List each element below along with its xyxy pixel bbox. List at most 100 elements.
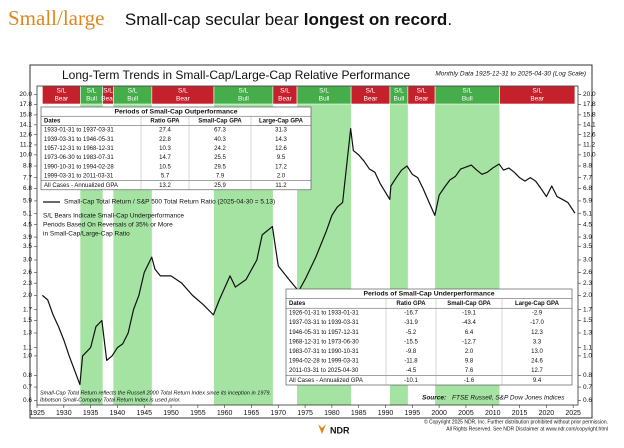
regime-label: Bull bbox=[462, 96, 473, 103]
table-cell: -19.1 bbox=[462, 311, 476, 317]
table-cell: 1994-02-28 to 1999-03-31 bbox=[289, 359, 359, 365]
table-cell: 1933-01-31 to 1937-03-31 bbox=[44, 128, 114, 134]
headline-end: . bbox=[447, 10, 453, 29]
x-tick-label: 1945 bbox=[136, 410, 152, 417]
table-cell: 1937-03-31 to 1939-03-31 bbox=[289, 320, 359, 326]
y-tick-label: 1.3 bbox=[583, 330, 592, 337]
x-tick-label: 1970 bbox=[270, 410, 286, 417]
table: Periods of Small-Cap Outperformance Dates… bbox=[40, 106, 312, 191]
regime-label: Bull bbox=[238, 96, 249, 103]
x-tick-label: 1925 bbox=[29, 410, 45, 417]
table-cell: 7.6 bbox=[465, 368, 474, 374]
copyright: © Copyright 2025 NDR, Inc. Further distr… bbox=[424, 418, 608, 425]
table-cell: 1983-07-31 to 1990-10-31 bbox=[289, 349, 359, 355]
table-cell: 31.3 bbox=[275, 128, 287, 134]
table-cell: -5.2 bbox=[406, 330, 417, 336]
regime-label: Bull bbox=[393, 96, 404, 103]
table-title: Periods of Small-Cap Underperformance bbox=[363, 291, 494, 298]
table-cell: 22.8 bbox=[159, 137, 171, 143]
table-header: Dates bbox=[44, 118, 61, 124]
table-cell: -10.1 bbox=[404, 378, 418, 384]
y-tick-label: 17.8 bbox=[19, 101, 32, 108]
y-tick-label: 1.5 bbox=[23, 317, 32, 324]
table-header: Large-Cap GPA bbox=[259, 118, 304, 124]
y-tick-label: 3.0 bbox=[23, 257, 32, 264]
x-tick-label: 2015 bbox=[512, 410, 528, 417]
x-tick-label: 2010 bbox=[485, 410, 501, 417]
regime-label: S/L bbox=[319, 88, 329, 95]
y-tick-label: 5.1 bbox=[583, 210, 592, 217]
x-tick-label: 2020 bbox=[539, 410, 555, 417]
table-cell: 14.3 bbox=[275, 137, 287, 143]
y-tick-label: 15.8 bbox=[583, 112, 596, 119]
table-cell: 3.3 bbox=[533, 339, 542, 345]
y-tick-label: 2.6 bbox=[583, 269, 592, 276]
footer: NDR © Copyright 2025 NDR, Inc. Further d… bbox=[318, 418, 608, 435]
table-cell: 1939-03-31 to 1946-05-31 bbox=[44, 137, 114, 143]
y-tick-label: 0.7 bbox=[583, 384, 592, 391]
table-cell: 5.7 bbox=[161, 174, 170, 180]
regime-label: S/L bbox=[87, 88, 97, 95]
table-cell: 24.2 bbox=[214, 146, 226, 152]
y-tick-label: 0.8 bbox=[23, 372, 32, 379]
table-cell: All Cases - Annualized GPA bbox=[44, 183, 118, 189]
table-cell: -4.5 bbox=[406, 368, 417, 374]
table-cell: -11.8 bbox=[404, 359, 418, 365]
table-cell: 13.2 bbox=[159, 183, 171, 189]
regime-label: S/L bbox=[178, 88, 188, 95]
table-bg bbox=[285, 288, 573, 386]
regime-label: S/L bbox=[417, 88, 427, 95]
y-tick-label: 17.8 bbox=[583, 101, 596, 108]
regime-label: S/L bbox=[280, 88, 290, 95]
copyright: All Rights Reserved. See NDR Disclaimer … bbox=[446, 426, 608, 432]
y-tick-label: 0.8 bbox=[583, 372, 592, 379]
y-tick-label: 7.7 bbox=[23, 174, 32, 181]
x-tick-label: 1930 bbox=[56, 410, 72, 417]
table-cell: 25.5 bbox=[214, 155, 226, 161]
x-tick-label: 1975 bbox=[297, 410, 313, 417]
table-cell: -43.4 bbox=[462, 320, 476, 326]
regime-label: S/L bbox=[103, 88, 113, 95]
table-cell: 2011-03-31 to 2025-04-30 bbox=[289, 368, 359, 374]
table-cell: 40.3 bbox=[214, 137, 226, 143]
table-cell: 1968-12-31 to 1973-06-30 bbox=[289, 339, 359, 345]
table-header: Large-Cap GPA bbox=[515, 301, 560, 307]
y-tick-label: 0.6 bbox=[23, 397, 32, 404]
brand: Small/large bbox=[8, 6, 105, 30]
regime-label: S/L bbox=[128, 88, 138, 95]
table-cell: -17.0 bbox=[530, 320, 544, 326]
table-cell: 1957-12-31 to 1968-12-31 bbox=[44, 146, 114, 152]
table-header: Small-Cap GPA bbox=[447, 301, 491, 307]
table-cell: 2.0 bbox=[465, 349, 474, 355]
y-tick-label: 2.0 bbox=[583, 292, 592, 299]
x-tick-label: 1985 bbox=[351, 410, 367, 417]
regime-label: Bear bbox=[101, 96, 116, 103]
x-tick-label: 1955 bbox=[190, 410, 206, 417]
regime-label: Bear bbox=[415, 96, 430, 103]
regime-label: S/L bbox=[366, 88, 376, 95]
y-tick-label: 3.9 bbox=[583, 234, 592, 241]
y-tick-label: 3.9 bbox=[23, 234, 32, 241]
headline-text: Small-cap secular bear bbox=[124, 10, 299, 29]
note: Small-Cap Total Return reflects the Russ… bbox=[40, 390, 271, 396]
table-cell: 1999-03-31 to 2011-03-31 bbox=[44, 174, 114, 180]
y-tick-label: 1.5 bbox=[583, 317, 592, 324]
y-tick-label: 20.0 bbox=[583, 91, 596, 98]
y-tick-label: 11.2 bbox=[583, 142, 596, 149]
y-tick-label: 1.1 bbox=[23, 344, 32, 351]
logo-icon bbox=[318, 424, 326, 434]
x-tick-label: 1960 bbox=[217, 410, 233, 417]
x-tick-label: 1965 bbox=[244, 410, 260, 417]
table-cell: 1973-06-30 to 1983-07-31 bbox=[44, 155, 114, 161]
logo: NDR bbox=[330, 425, 350, 435]
x-tick-label: 1995 bbox=[405, 410, 421, 417]
table-bg bbox=[40, 106, 312, 191]
y-tick-label: 12.6 bbox=[583, 131, 596, 138]
y-tick-label: 6.8 bbox=[23, 185, 32, 192]
table-cell: -31.9 bbox=[404, 320, 418, 326]
regime-label: Bull bbox=[127, 96, 138, 103]
table-cell: 13.0 bbox=[531, 349, 543, 355]
y-tick-label: 1.7 bbox=[23, 306, 32, 313]
